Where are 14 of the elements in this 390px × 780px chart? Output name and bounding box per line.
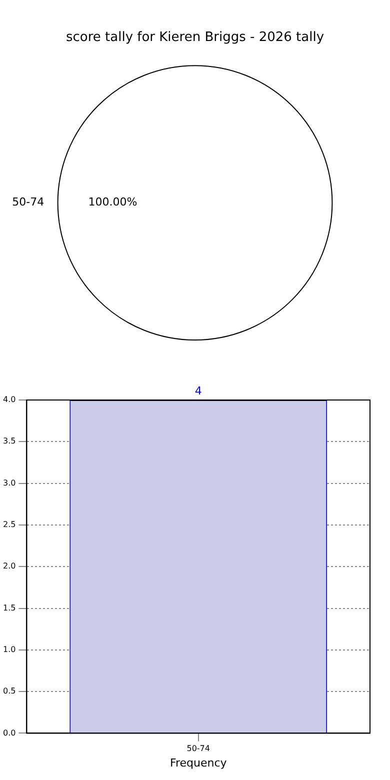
- x-axis-title: Frequency: [170, 756, 228, 770]
- y-tick-label: 0.0: [2, 728, 16, 738]
- y-tick-label: 4.0: [2, 395, 16, 404]
- chart-title: score tally for Kieren Briggs - 2026 tally: [66, 30, 324, 46]
- y-tick-label: 1.0: [2, 644, 16, 654]
- y-tick-label: 1.5: [2, 603, 16, 612]
- data-label: 100.00%: [88, 196, 138, 209]
- y-tick-label: 3.5: [2, 436, 16, 446]
- y-tick-label: 3.0: [2, 478, 16, 488]
- data-label: 4: [194, 384, 202, 398]
- slice-label: 50-74: [12, 196, 44, 209]
- y-tick-label: 0.5: [2, 686, 16, 696]
- y-tick-label: 2.0: [2, 562, 16, 571]
- y-tick-label: 2.5: [2, 520, 16, 530]
